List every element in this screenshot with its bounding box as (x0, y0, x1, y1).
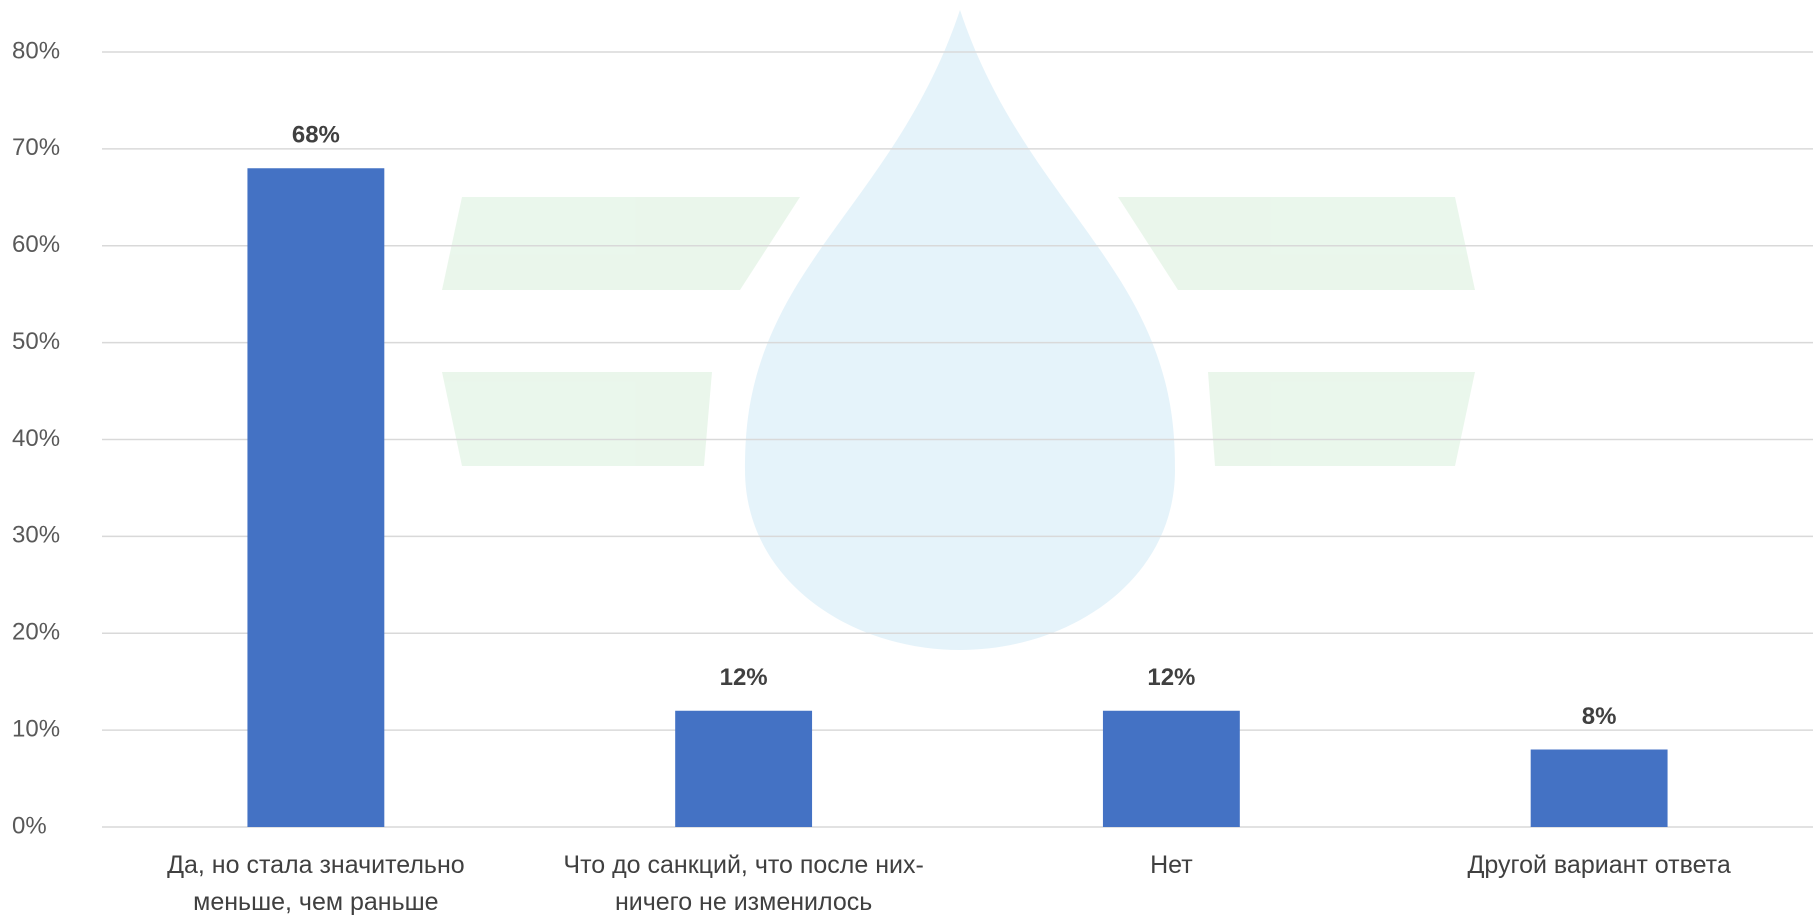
y-tick-label: 80% (12, 37, 60, 64)
value-label: 8% (1582, 703, 1617, 730)
x-tick-label: Другой вариант ответа (1467, 851, 1731, 879)
y-tick-label: 30% (12, 522, 60, 549)
value-label: 68% (292, 122, 340, 149)
x-tick-label: Нет (1150, 851, 1193, 879)
y-tick-label: 60% (12, 231, 60, 258)
bar (1530, 749, 1668, 827)
bar (675, 710, 813, 827)
watermark (442, 10, 1475, 650)
y-tick-label: 50% (12, 328, 60, 355)
bar (1102, 710, 1240, 827)
y-tick-label: 40% (12, 425, 60, 452)
y-tick-label: 10% (12, 715, 60, 742)
x-tick-label: Что до санкций, что после них- ничего не… (563, 851, 924, 916)
y-tick-label: 20% (12, 619, 60, 646)
value-label: 12% (1147, 664, 1195, 691)
x-tick-label: Да, но стала значительно меньше, чем ран… (167, 851, 465, 916)
bar (247, 168, 385, 827)
y-tick-label: 70% (12, 134, 60, 161)
y-tick-label: 0% (12, 812, 47, 839)
value-label: 12% (720, 664, 768, 691)
